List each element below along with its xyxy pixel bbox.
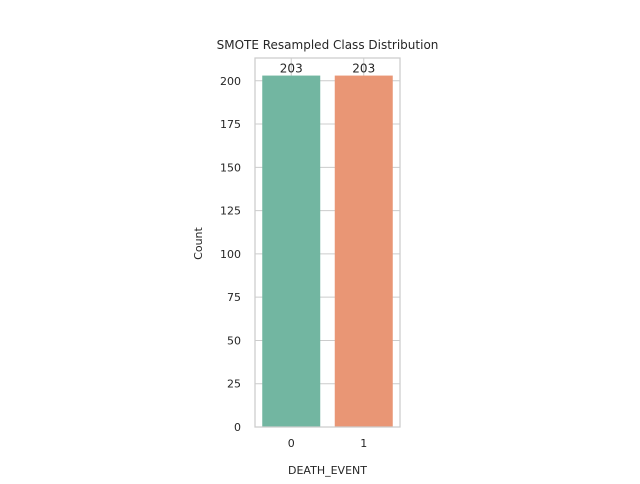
bar-1: [334, 75, 393, 428]
y-tick-label: 125: [220, 205, 241, 218]
y-tick-label: 0: [234, 421, 241, 434]
axes-frame: [254, 57, 401, 428]
y-axis-label: Count: [192, 226, 205, 259]
data-label-layer: 203 203: [280, 62, 375, 76]
y-tick-label: 175: [220, 118, 241, 131]
x-axis-label: DEATH_EVENT: [288, 464, 367, 477]
chart-title: SMOTE Resampled Class Distribution: [217, 38, 439, 52]
bar-layer: [262, 75, 393, 428]
y-tick-label: 25: [227, 378, 241, 391]
bar-value-label: 203: [280, 62, 303, 76]
x-tick-label: 1: [360, 437, 367, 450]
bar-0: [262, 75, 321, 428]
y-tick-label: 50: [227, 334, 241, 347]
bar-value-label: 203: [352, 62, 375, 76]
y-tick-label: 150: [220, 161, 241, 174]
x-tick-label: 0: [288, 437, 295, 450]
tick-layer: 0 25 50 75 100 125 150 175 200 0 1: [220, 75, 367, 450]
y-tick-label: 75: [227, 291, 241, 304]
y-tick-label: 200: [220, 75, 241, 88]
y-tick-label: 100: [220, 248, 241, 261]
axes-border: [254, 57, 401, 428]
